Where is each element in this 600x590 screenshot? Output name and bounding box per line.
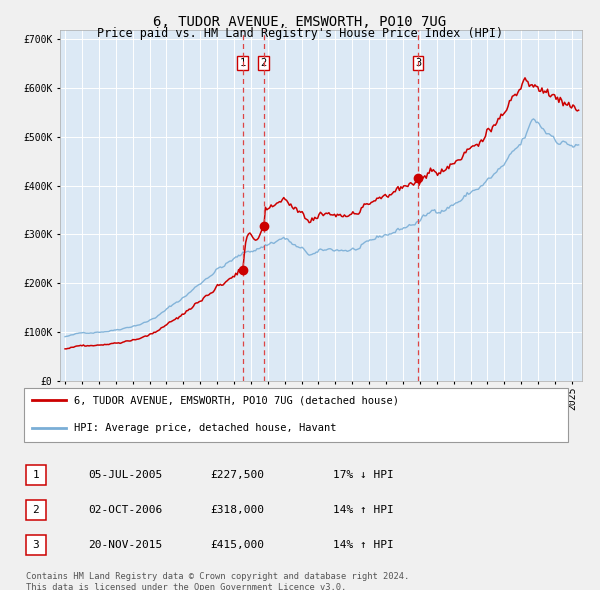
Text: £318,000: £318,000 [211, 505, 265, 515]
Text: HPI: Average price, detached house, Havant: HPI: Average price, detached house, Hava… [74, 423, 337, 433]
Text: 17% ↓ HPI: 17% ↓ HPI [333, 470, 394, 480]
Text: 6, TUDOR AVENUE, EMSWORTH, PO10 7UG (detached house): 6, TUDOR AVENUE, EMSWORTH, PO10 7UG (det… [74, 395, 400, 405]
Text: 20-NOV-2015: 20-NOV-2015 [89, 540, 163, 550]
Text: 6, TUDOR AVENUE, EMSWORTH, PO10 7UG: 6, TUDOR AVENUE, EMSWORTH, PO10 7UG [154, 15, 446, 30]
FancyBboxPatch shape [26, 465, 46, 484]
Text: £227,500: £227,500 [211, 470, 265, 480]
FancyBboxPatch shape [26, 500, 46, 520]
Text: Contains HM Land Registry data © Crown copyright and database right 2024.: Contains HM Land Registry data © Crown c… [26, 572, 409, 581]
Text: 1: 1 [32, 470, 39, 480]
Text: This data is licensed under the Open Government Licence v3.0.: This data is licensed under the Open Gov… [26, 582, 346, 590]
Text: 2: 2 [260, 58, 266, 68]
Text: £415,000: £415,000 [211, 540, 265, 550]
Text: 02-OCT-2006: 02-OCT-2006 [89, 505, 163, 515]
Text: 3: 3 [415, 58, 421, 68]
Text: 05-JUL-2005: 05-JUL-2005 [89, 470, 163, 480]
FancyBboxPatch shape [23, 388, 568, 442]
Text: Price paid vs. HM Land Registry's House Price Index (HPI): Price paid vs. HM Land Registry's House … [97, 27, 503, 40]
FancyBboxPatch shape [26, 535, 46, 555]
Text: 14% ↑ HPI: 14% ↑ HPI [333, 540, 394, 550]
Text: 14% ↑ HPI: 14% ↑ HPI [333, 505, 394, 515]
Text: 3: 3 [32, 540, 39, 550]
Text: 2: 2 [32, 505, 39, 515]
Text: 1: 1 [239, 58, 246, 68]
